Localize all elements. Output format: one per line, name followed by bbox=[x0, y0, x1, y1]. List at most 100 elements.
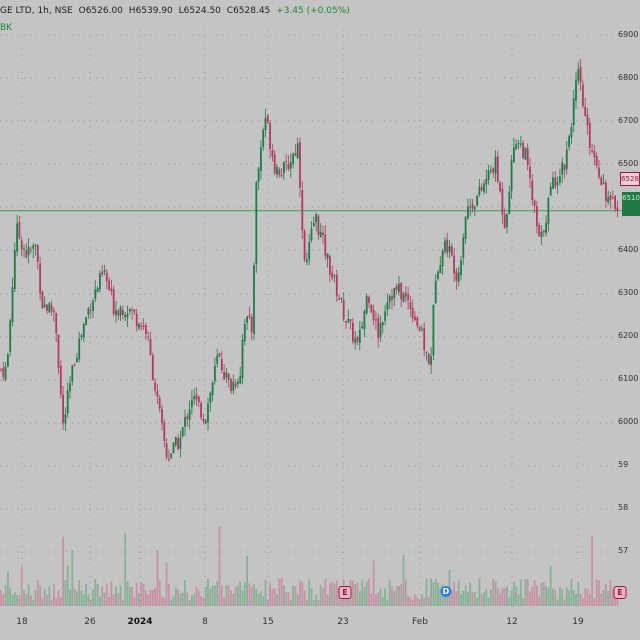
candle-up bbox=[540, 231, 543, 238]
candle-down bbox=[605, 182, 607, 201]
candle-down bbox=[616, 207, 619, 211]
price-axis-label: 57 bbox=[618, 546, 629, 555]
volume-bar bbox=[124, 532, 127, 606]
volume-bar bbox=[345, 593, 347, 606]
candle-up bbox=[66, 390, 69, 414]
candle-down bbox=[105, 272, 108, 282]
volume-bar bbox=[485, 588, 488, 606]
candle-down bbox=[352, 322, 354, 342]
price-axis-label: 59 bbox=[618, 460, 629, 469]
candle-down bbox=[269, 122, 271, 150]
candle-down bbox=[496, 156, 499, 182]
volume-bar bbox=[151, 590, 154, 606]
volume-bars bbox=[0, 526, 619, 606]
price-axis-label: 6900 bbox=[618, 30, 639, 39]
candle-down bbox=[455, 271, 458, 281]
candle-up bbox=[559, 176, 561, 183]
candle-up bbox=[237, 381, 239, 385]
volume-bar bbox=[375, 594, 377, 606]
volume-bar bbox=[237, 585, 239, 606]
candle-up bbox=[126, 313, 129, 318]
volume-bar bbox=[131, 586, 133, 606]
candle-up bbox=[276, 166, 278, 175]
volume-bar bbox=[379, 588, 382, 606]
candle-down bbox=[59, 365, 62, 395]
candle-up bbox=[333, 275, 336, 277]
candle-down bbox=[110, 288, 113, 292]
volume-bar bbox=[92, 589, 94, 606]
candle-up bbox=[358, 329, 361, 344]
volume-bar bbox=[193, 593, 196, 606]
volume-bar bbox=[319, 585, 322, 606]
candle-down bbox=[595, 156, 598, 166]
volume-bar bbox=[4, 585, 7, 606]
volume-bar bbox=[432, 582, 435, 606]
candle-up bbox=[209, 392, 212, 403]
volume-bar bbox=[356, 582, 359, 606]
candle-down bbox=[73, 364, 76, 366]
candle-down bbox=[522, 142, 524, 159]
candle-down bbox=[147, 336, 150, 338]
candle-up bbox=[292, 153, 294, 164]
candle-down bbox=[400, 282, 403, 300]
volume-bar bbox=[418, 599, 421, 606]
volume-bar bbox=[177, 589, 179, 606]
candle-up bbox=[253, 265, 255, 335]
candle-up bbox=[363, 311, 366, 329]
volume-bar bbox=[115, 586, 117, 606]
volume-bar bbox=[53, 584, 55, 606]
volume-bar bbox=[299, 580, 301, 606]
candle-up bbox=[138, 323, 140, 329]
candle-up bbox=[473, 207, 476, 210]
candle-up bbox=[241, 339, 244, 379]
candle-up bbox=[515, 144, 518, 150]
volume-bar bbox=[34, 589, 37, 606]
candle-up bbox=[257, 168, 260, 182]
volume-bar bbox=[586, 588, 589, 606]
candle-up bbox=[9, 320, 12, 352]
candle-down bbox=[158, 398, 161, 409]
volume-bar bbox=[434, 578, 437, 606]
earnings-event-icon[interactable]: E bbox=[613, 586, 627, 599]
candle-down bbox=[391, 296, 393, 300]
volume-bar bbox=[310, 587, 313, 606]
candle-down bbox=[501, 188, 504, 215]
volume-bar bbox=[340, 596, 343, 606]
volume-bar bbox=[225, 585, 228, 606]
volume-bar bbox=[296, 594, 299, 606]
candle-down bbox=[168, 458, 170, 460]
volume-bar bbox=[48, 586, 51, 606]
candle-down bbox=[342, 300, 345, 320]
volume-bar bbox=[280, 578, 283, 606]
volume-bar bbox=[287, 592, 290, 606]
candle-up bbox=[23, 248, 25, 250]
candle-down bbox=[18, 222, 21, 239]
volume-bar bbox=[430, 578, 432, 606]
volume-bar bbox=[71, 550, 74, 606]
volume-bar bbox=[326, 594, 329, 606]
earnings-event-icon[interactable]: E bbox=[338, 586, 352, 599]
candle-down bbox=[414, 316, 416, 320]
candle-up bbox=[225, 372, 228, 378]
volume-bar bbox=[230, 590, 232, 606]
volume-bar bbox=[522, 598, 524, 606]
dividend-event-icon[interactable]: D bbox=[440, 586, 452, 597]
candle-down bbox=[329, 256, 331, 275]
indicator-legend[interactable]: BK bbox=[0, 23, 13, 33]
candle-down bbox=[579, 66, 582, 83]
candle-up bbox=[264, 118, 267, 131]
volume-bar bbox=[503, 588, 506, 606]
volume-bar bbox=[276, 594, 278, 606]
volume-bar bbox=[16, 594, 18, 606]
volume-bar bbox=[414, 594, 416, 606]
volume-bar bbox=[393, 590, 396, 606]
candle-up bbox=[262, 130, 265, 147]
volume-bar bbox=[66, 565, 69, 606]
candle-down bbox=[416, 317, 419, 326]
candle-up bbox=[384, 311, 386, 321]
volume-bar bbox=[427, 596, 430, 606]
volume-bar bbox=[315, 594, 317, 606]
price-axis-label: 6000 bbox=[618, 417, 639, 426]
